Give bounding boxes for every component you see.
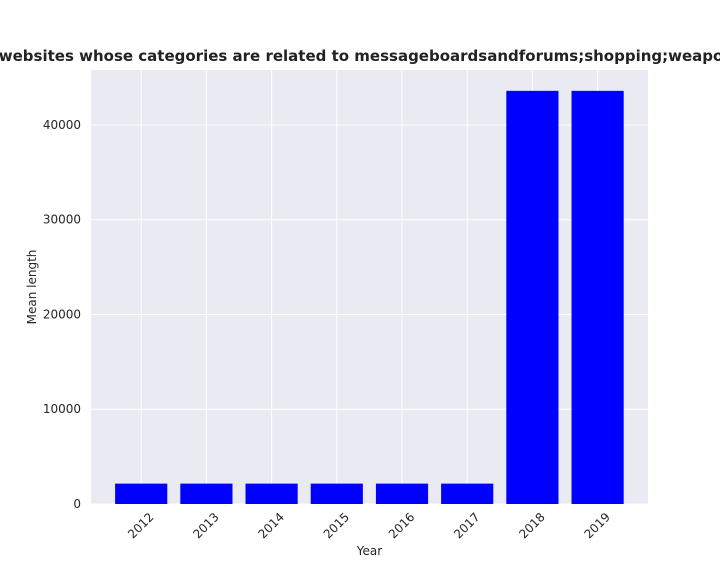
x-tick-label: 2018	[516, 510, 547, 541]
x-tick-label: 2014	[255, 510, 286, 541]
bar-2018	[506, 90, 559, 504]
y-axis-label: Mean length	[25, 250, 39, 325]
bar-2012	[115, 483, 168, 504]
y-tick-label: 40000	[43, 118, 81, 132]
y-tick-labels: 0 10000 20000 30000 40000	[43, 118, 81, 511]
x-tick-labels: 2012 2013 2014 2015 2016 2017 2018 2019	[125, 510, 613, 541]
plot-area	[91, 70, 648, 504]
y-tick-label: 0	[73, 497, 81, 511]
x-tick-label: 2016	[386, 510, 417, 541]
y-tick-label: 30000	[43, 213, 81, 227]
x-tick-label: 2015	[321, 510, 352, 541]
y-tick-label: 10000	[43, 402, 81, 416]
x-tick-label: 2019	[581, 510, 612, 541]
chart-title: Mean length in privacy policies of websi…	[0, 47, 720, 69]
bar-2016	[375, 483, 429, 504]
bar-2017	[441, 483, 494, 504]
bars	[115, 90, 624, 504]
bar-2019	[571, 90, 624, 504]
y-tick-label: 20000	[43, 307, 81, 321]
x-tick-label: 2013	[190, 510, 221, 541]
bar-2014	[245, 483, 298, 504]
x-tick-label: 2017	[451, 510, 482, 541]
bar-2015	[310, 483, 363, 504]
bar-2013	[180, 483, 233, 504]
x-tick-label: 2012	[125, 510, 156, 541]
chart-title-text: Mean length in privacy policies of websi…	[0, 47, 720, 65]
x-axis-label: Year	[356, 544, 382, 558]
